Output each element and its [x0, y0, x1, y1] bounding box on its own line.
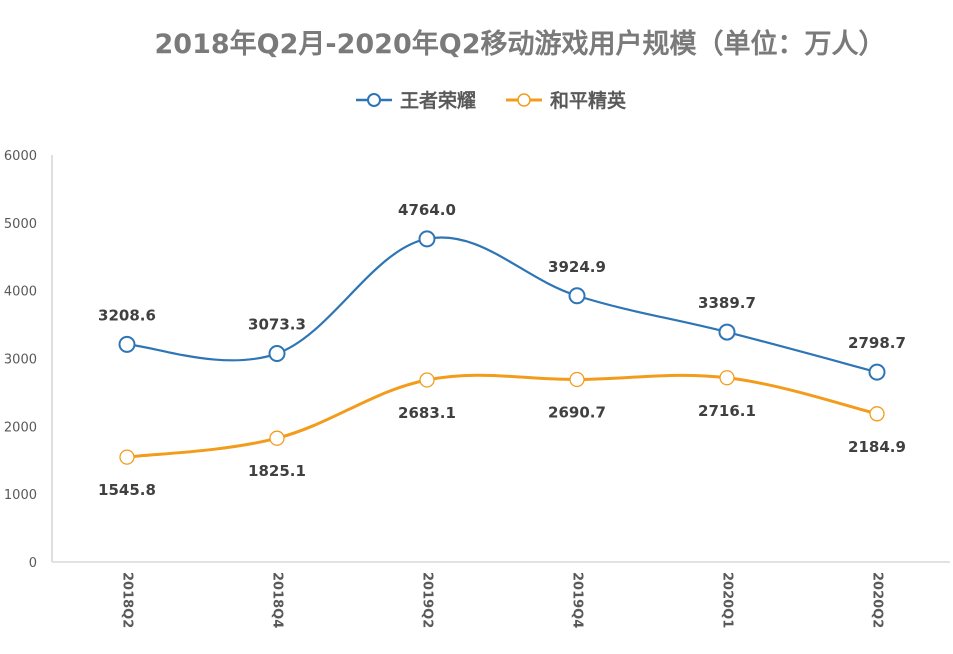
- x-tick-label: 2020Q2: [870, 572, 885, 628]
- chart-title: 2018年Q2月-2020年Q2移动游戏用户规模（单位：万人）: [154, 29, 886, 60]
- legend-label-series-1: 和平精英: [550, 90, 627, 112]
- y-tick-label: 2000: [4, 420, 37, 435]
- x-tick-label: 2018Q2: [120, 572, 135, 628]
- legend-item-series-1[interactable]: 和平精英: [504, 86, 626, 113]
- y-tick-label: 5000: [4, 217, 37, 232]
- series-1-point[interactable]: [269, 430, 285, 446]
- series-0-point[interactable]: [568, 287, 586, 305]
- legend-label-series-0: 王者荣耀: [399, 90, 476, 112]
- series-1-data-label: 1545.8: [98, 481, 156, 499]
- series-0-data-label: 3208.6: [98, 306, 156, 324]
- series-1-point[interactable]: [419, 372, 435, 388]
- series-line-1: [126, 373, 878, 459]
- x-tick-label: 2019Q4: [570, 572, 585, 628]
- axes: 0 1000 2000 3000 4000 5000 6000 2018Q2 2018Q4 201…: [4, 149, 950, 628]
- series-0-point[interactable]: [868, 363, 886, 381]
- x-tick-label: 2020Q1: [720, 572, 735, 628]
- series-1-data-label: 2690.7: [548, 403, 606, 421]
- series-0-point[interactable]: [118, 335, 136, 353]
- legend-marker-series-1: [506, 92, 542, 107]
- y-tick-label: 3000: [4, 353, 37, 368]
- series-1-point[interactable]: [569, 371, 585, 388]
- series-0-point[interactable]: [418, 230, 436, 248]
- series-0-data-label: 3389.7: [698, 294, 756, 312]
- legend-item-series-0[interactable]: 王者荣耀: [354, 86, 476, 113]
- series-1-data-label: 2716.1: [698, 402, 756, 420]
- y-tick-label: 4000: [4, 285, 37, 300]
- legend-marker-series-0: [355, 92, 392, 107]
- series-1-data-label: 1825.1: [248, 462, 306, 480]
- series-0-point[interactable]: [718, 323, 736, 341]
- x-tick-label: 2019Q2: [420, 572, 435, 628]
- series-0-point[interactable]: [268, 345, 286, 363]
- series-layer: [118, 230, 886, 465]
- series-1-point[interactable]: [869, 406, 885, 422]
- series-0-data-label: 3924.9: [548, 258, 606, 276]
- series-1-point[interactable]: [719, 370, 735, 386]
- labels-layer: 3208.6 3073.3 4764.0 3924.9 3389.7 2798.7 1545…: [98, 201, 906, 499]
- series-0-data-label: 3073.3: [248, 316, 306, 334]
- y-tick-label: 1000: [4, 488, 37, 503]
- series-1-data-label: 2184.9: [848, 438, 906, 456]
- series-line-0: [126, 236, 878, 374]
- y-tick-label: 6000: [4, 149, 37, 164]
- series-0-data-label: 2798.7: [848, 334, 906, 352]
- series-1-data-label: 2683.1: [398, 404, 456, 422]
- legend: 王者荣耀 和平精英: [0, 86, 953, 113]
- y-tick-label: 0: [29, 556, 37, 571]
- series-1-point[interactable]: [119, 449, 135, 465]
- x-tick-label: 2018Q4: [270, 572, 285, 628]
- series-0-data-label: 4764.0: [398, 201, 456, 219]
